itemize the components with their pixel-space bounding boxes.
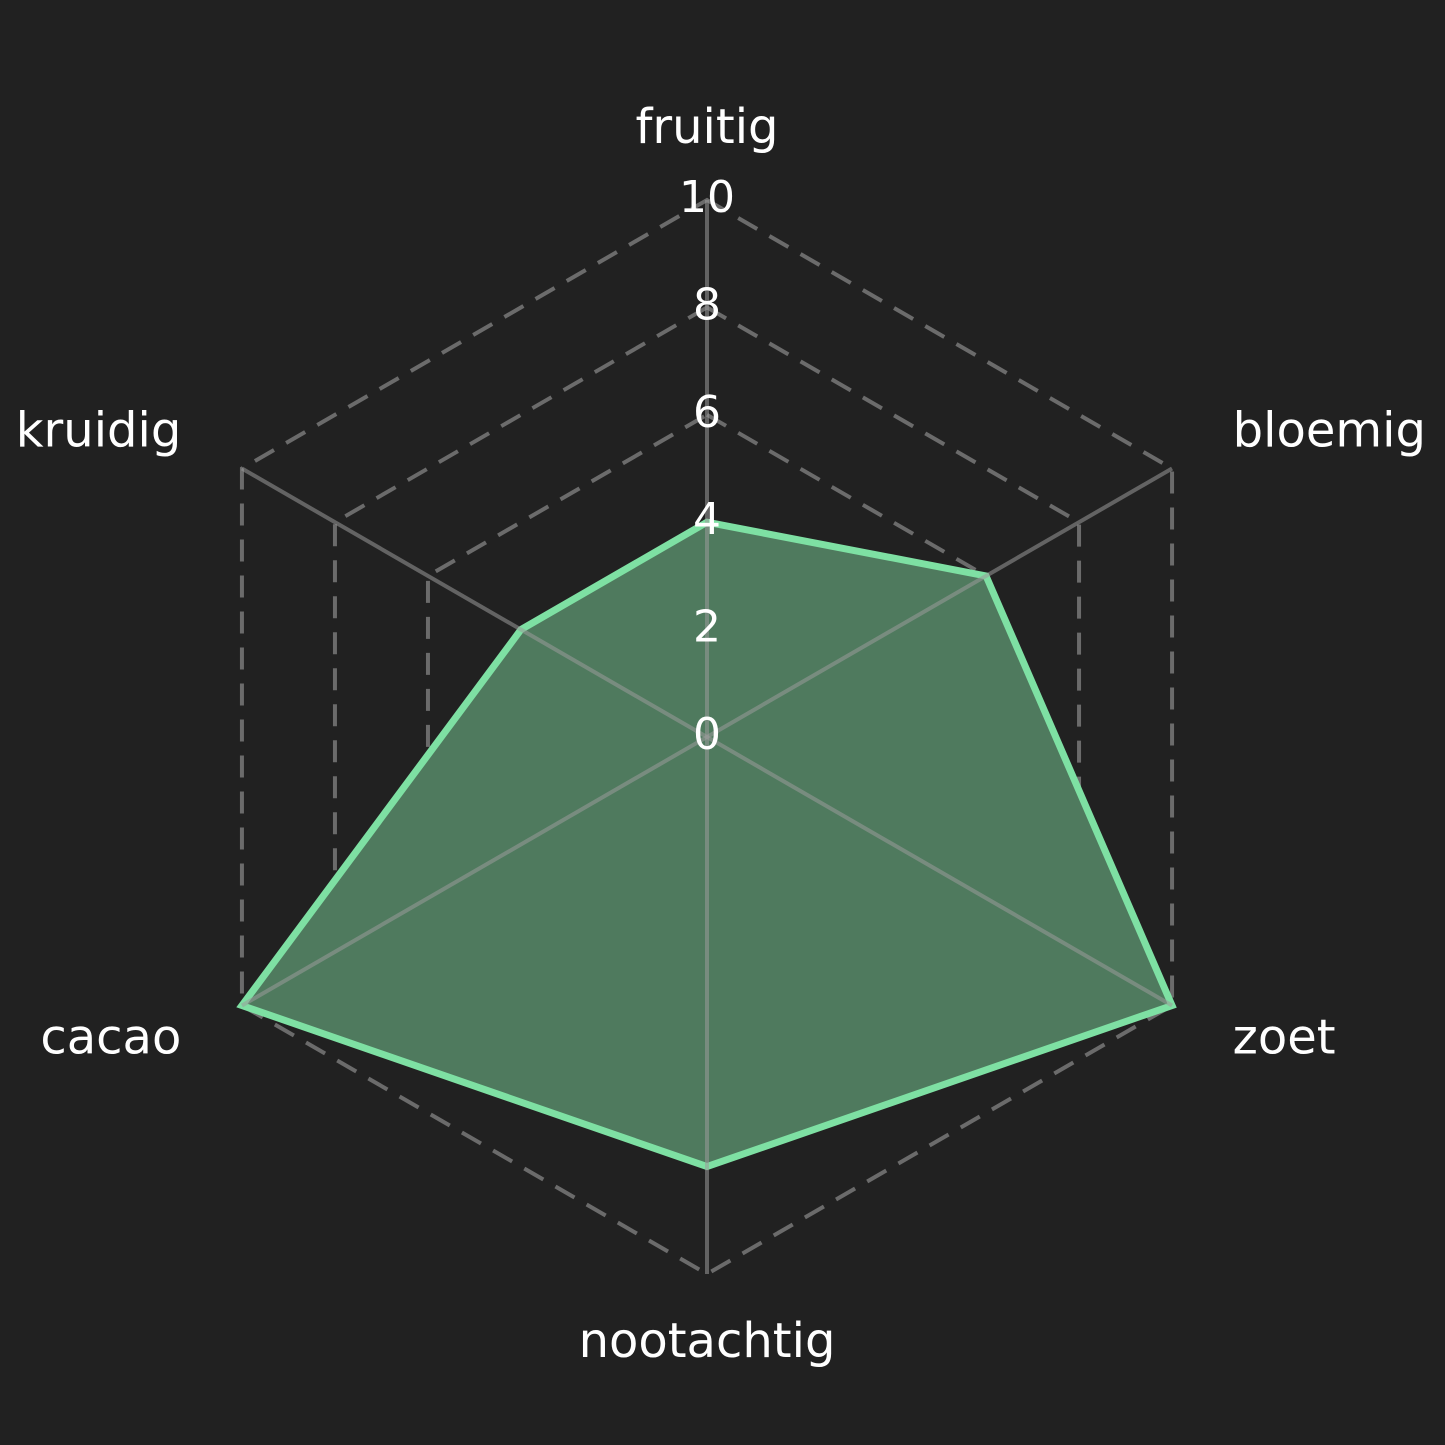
spoke-bloemig (706, 466, 1174, 739)
axis-labels: fruitig bloemig zoet nootachtig cacao kr… (16, 99, 1426, 1369)
spokes (240, 200, 1174, 1274)
tick-label-4: 4 (693, 494, 721, 545)
axis-label-nootachtig: nootachtig (579, 1313, 836, 1369)
tick-label-6: 6 (693, 387, 721, 438)
tick-label-10: 10 (679, 172, 735, 223)
spoke-cacao (240, 735, 708, 1008)
tick-labels: 0 2 4 6 8 10 (679, 172, 735, 760)
axis-label-fruitig: fruitig (635, 99, 778, 155)
tick-label-8: 8 (693, 279, 721, 330)
tick-label-0: 0 (693, 709, 721, 760)
spoke-kruidig (240, 466, 708, 739)
axis-label-cacao: cacao (40, 1010, 181, 1066)
spoke-zoet (706, 735, 1174, 1008)
axis-label-bloemig: bloemig (1233, 403, 1426, 459)
axis-label-zoet: zoet (1233, 1010, 1336, 1066)
tick-label-2: 2 (693, 602, 721, 653)
axis-label-kruidig: kruidig (16, 403, 182, 459)
